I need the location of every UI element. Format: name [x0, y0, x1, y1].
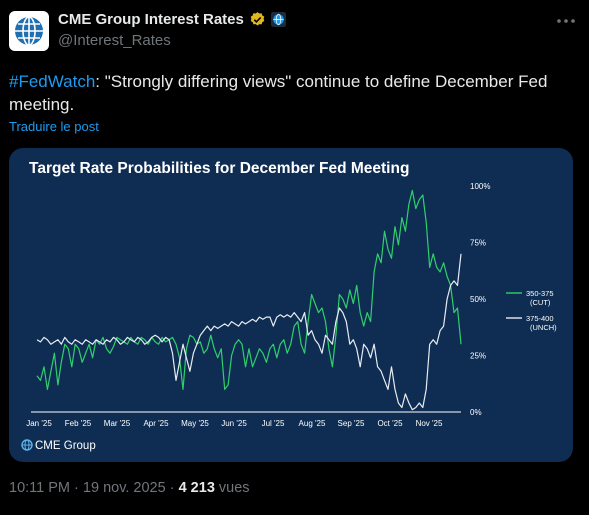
y-tick-label: 75%: [470, 239, 486, 248]
chart-title: Target Rate Probabilities for December F…: [29, 160, 409, 177]
account-display-name[interactable]: CME Group Interest Rates: [58, 11, 244, 28]
tweet-meta: 10:11 PM · 19 nov. 2025 · 4 213 vues: [9, 480, 250, 496]
meta-separator: ·: [169, 480, 175, 496]
views-count: 4 213: [178, 480, 215, 496]
series-lines: [36, 189, 462, 411]
y-tick-label: 100%: [470, 182, 490, 191]
y-tick-label: 25%: [470, 352, 486, 361]
y-tick-label: 0%: [470, 408, 482, 417]
x-axis-ticks: Jan '25 Feb '25 Mar '25 Apr '25 May '25 Jun '…: [26, 419, 443, 428]
x-tick-label: Oct '25: [377, 419, 403, 428]
affiliate-globe-icon[interactable]: [270, 12, 286, 27]
globe-icon: [15, 16, 43, 46]
tweet-time[interactable]: 10:11 PM: [9, 480, 70, 496]
legend-sublabel: (UNCH): [530, 323, 557, 332]
account-handle[interactable]: @Interest_Rates: [58, 32, 171, 49]
tweet-date[interactable]: 19 nov. 2025: [82, 480, 166, 496]
verified-badge-icon[interactable]: [249, 11, 266, 28]
meta-separator: ·: [74, 480, 79, 496]
account-name-row: CME Group Interest Rates: [58, 11, 286, 28]
translate-post-link[interactable]: Traduire le post: [9, 119, 99, 134]
x-tick-label: Nov '25: [416, 419, 443, 428]
x-tick-label: Jul '25: [262, 419, 285, 428]
legend-label: 375-400: [526, 314, 554, 323]
series-line: [36, 253, 462, 411]
hashtag-link[interactable]: #FedWatch: [9, 72, 96, 91]
chart-image-card[interactable]: Target Rate Probabilities for December F…: [9, 148, 573, 462]
x-tick-label: Mar '25: [104, 419, 131, 428]
x-tick-label: Aug '25: [299, 419, 326, 428]
x-tick-label: Feb '25: [65, 419, 92, 428]
x-tick-label: Jun '25: [221, 419, 247, 428]
tweet-body: : "Strongly differing views" continue to…: [9, 72, 548, 114]
tweet-text: #FedWatch: "Strongly differing views" co…: [9, 70, 574, 116]
more-options-icon[interactable]: [555, 14, 577, 28]
series-line: [36, 189, 462, 390]
legend-sublabel: (CUT): [530, 298, 551, 307]
chart-legend: 350-375(CUT) 375-400(UNCH): [506, 289, 557, 332]
y-axis-ticks: 100% 75% 50% 25% 0%: [470, 182, 490, 417]
x-tick-label: Jan '25: [26, 419, 52, 428]
cme-group-label: CME Group: [35, 440, 96, 452]
cme-group-logo: CME Group: [21, 439, 96, 452]
y-tick-label: 50%: [470, 295, 486, 304]
x-tick-label: Sep '25: [338, 419, 365, 428]
account-avatar[interactable]: [9, 11, 49, 51]
x-tick-label: Apr '25: [143, 419, 169, 428]
fedwatch-chart: Target Rate Probabilities for December F…: [21, 160, 557, 452]
legend-label: 350-375: [526, 289, 554, 298]
x-tick-label: May '25: [181, 419, 209, 428]
views-label: vues: [218, 480, 250, 496]
